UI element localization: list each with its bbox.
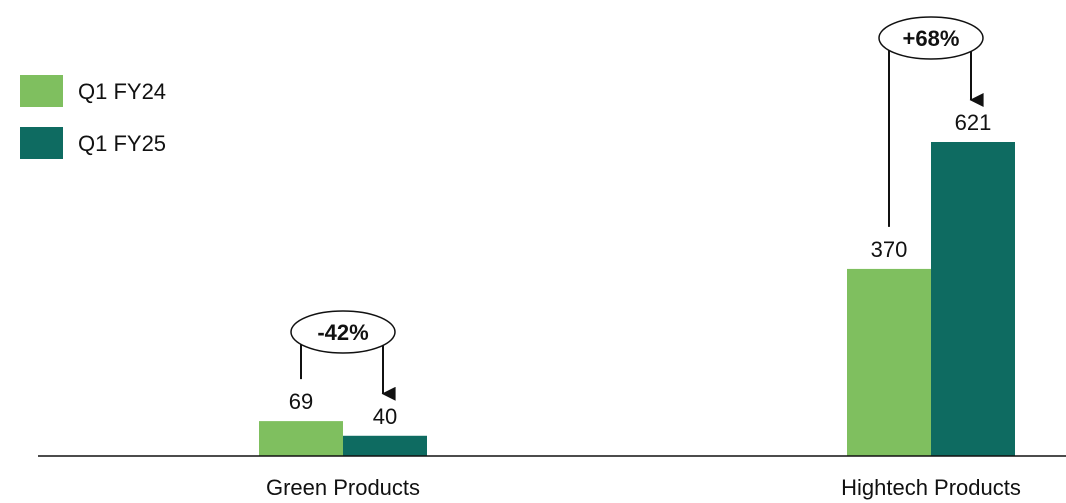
legend-swatch-q1-fy24 [20,75,63,107]
growth-label: -42% [317,320,368,345]
legend-label-q1-fy24: Q1 FY24 [78,79,166,104]
x-tick-label-green-products: Green Products [266,475,420,500]
data-labels: 69 40 370 621 [289,110,992,429]
legend-swatch-q1-fy25 [20,127,63,159]
bars [259,142,1015,456]
bar-hightech-products-q1-fy24 [847,268,931,456]
growth-badge [290,310,396,354]
legend-label-q1-fy25: Q1 FY25 [78,131,166,156]
legend: Q1 FY24 Q1 FY25 [20,75,166,159]
data-label-hightech-products-q1-fy24: 370 [871,237,908,262]
data-label-green-products-q1-fy25: 40 [373,404,397,429]
x-tick-label-hightech-products: Hightech Products [841,475,1021,500]
growth-label: +68% [903,26,960,51]
growth-badge [878,16,984,60]
x-axis-tick-labels: Green Products Hightech Products [266,475,1021,500]
data-label-green-products-q1-fy24: 69 [289,389,313,414]
growth-annotation-hightech-products: +68% [878,16,984,227]
bar-hightech-products-q1-fy25 [931,142,1015,456]
growth-annotations: -42% +68% [290,16,984,401]
bar-green-products-q1-fy24 [259,421,343,456]
data-label-hightech-products-q1-fy25: 621 [955,110,992,135]
growth-annotation-green-products: -42% [290,310,396,401]
bar-green-products-q1-fy25 [343,435,427,456]
